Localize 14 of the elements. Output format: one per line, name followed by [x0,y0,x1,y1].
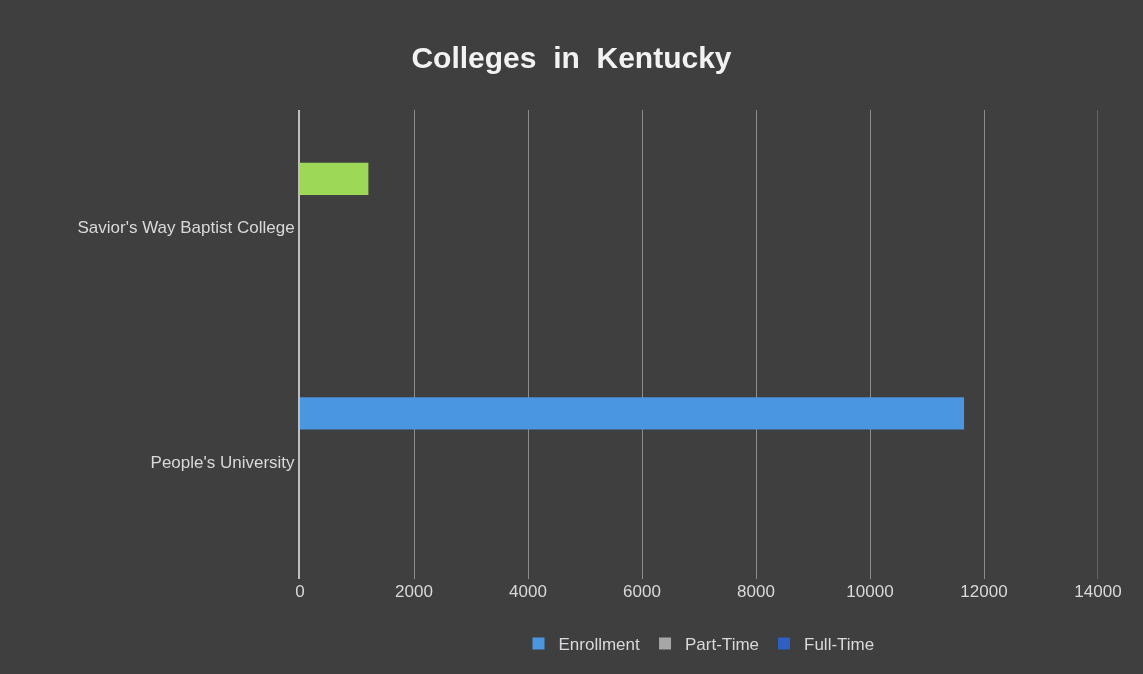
x-tick-label: 12000 [960,582,1008,601]
y-tick-label: People's University [150,452,296,472]
x-tick-label: 14000 [1074,582,1122,601]
x-tick-label: 8000 [737,582,775,601]
x-tick-label: 10000 [846,582,894,601]
chart-title: Colleges in Kentucky [411,41,732,75]
legend-label: Enrollment [558,635,641,655]
x-tick-label: 6000 [623,582,661,601]
x-tick-label: 2000 [395,582,433,601]
y-tick-label: Savior's Way Baptist College [77,218,295,238]
x-tick-label: 4000 [509,582,547,601]
legend-label: Full-Time [804,635,875,655]
legend-label: Part-Time [685,635,760,655]
x-tick-label: 0 [295,582,305,601]
